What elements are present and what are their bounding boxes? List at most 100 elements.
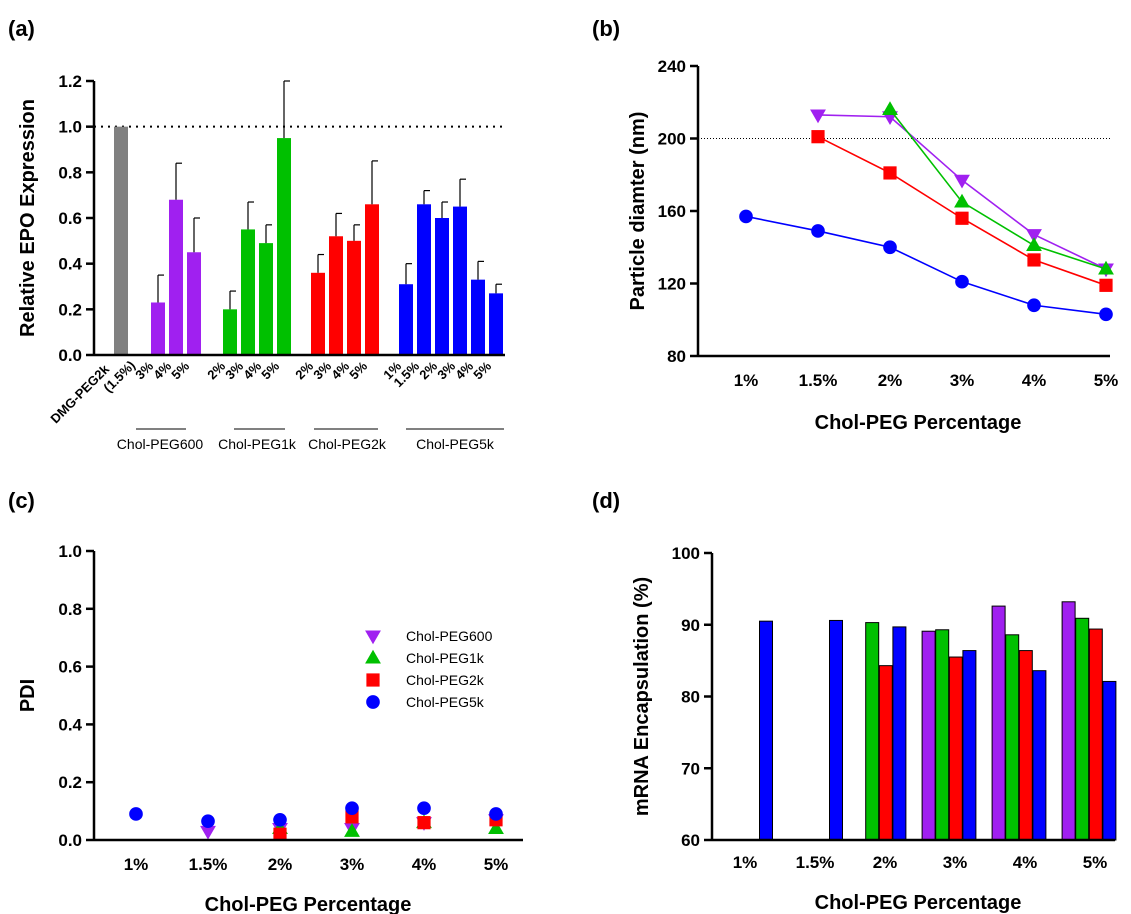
a-ytick-label-3: 0.6 bbox=[58, 209, 82, 228]
a-xtick-label-7: 5% bbox=[258, 358, 282, 382]
c-xtick-label-4: 4% bbox=[412, 855, 437, 874]
a-bar-6 bbox=[259, 243, 273, 355]
a-bar-4 bbox=[223, 309, 237, 355]
c-point-3-0 bbox=[129, 807, 143, 821]
c-legend-marker-0 bbox=[365, 630, 381, 645]
c-point-1-5 bbox=[488, 820, 504, 834]
d-xtick-label-3: 3% bbox=[943, 853, 968, 872]
a-bar-5 bbox=[241, 229, 255, 355]
b-point-3-5 bbox=[1099, 307, 1113, 322]
a-bar-0 bbox=[114, 126, 128, 356]
d-bar-2-2 bbox=[878, 665, 893, 841]
a-ytick-label-6: 1.2 bbox=[58, 72, 82, 91]
c-ytick-label-3: 0.6 bbox=[58, 658, 82, 677]
d-xtick-label-2: 2% bbox=[873, 853, 898, 872]
c-point-1-3 bbox=[344, 823, 360, 837]
a-ytick-label-4: 0.8 bbox=[58, 163, 82, 182]
a-ylabel: Relative EPO Expression bbox=[17, 99, 39, 337]
d-bar-1-4 bbox=[1005, 634, 1020, 841]
a-bar-11 bbox=[365, 204, 379, 355]
d-xtick-label-5: 5% bbox=[1083, 853, 1108, 872]
a-group-label-3: Chol-PEG5k bbox=[416, 436, 495, 452]
d-bar-1-3 bbox=[935, 629, 950, 841]
b-point-3-2 bbox=[883, 240, 897, 255]
b-point-1-3 bbox=[954, 193, 970, 208]
b-point-1-2 bbox=[882, 101, 898, 115]
a-xtick-label-0-line1: DMG-PEG2k bbox=[47, 361, 112, 426]
c-point-3-5 bbox=[489, 807, 503, 821]
d-bar-0-3 bbox=[921, 630, 936, 841]
b-ylabel: Particle diamter (nm) bbox=[627, 112, 649, 311]
d-bar-0-5 bbox=[1061, 601, 1076, 841]
c-point-0-1 bbox=[200, 825, 216, 840]
b-series-line-1 bbox=[889, 109, 1107, 270]
b-point-2-5 bbox=[1099, 278, 1113, 292]
a-bar-9 bbox=[329, 236, 343, 355]
a-bar-8 bbox=[311, 272, 325, 355]
d-ytick-label-1: 70 bbox=[681, 759, 700, 778]
a-bar-10 bbox=[347, 240, 361, 355]
chart-a-relative-epo-expression: 3%4%5% 2%3%4%5% 2%3%4%5% 1%1.5%2%3%4%5%DMG-… bbox=[17, 72, 505, 452]
c-legend-marker-2 bbox=[366, 673, 380, 687]
c-point-2-4 bbox=[417, 816, 431, 830]
a-group-label-0: Chol-PEG600 bbox=[117, 436, 204, 452]
d-xtick-label-1: 1.5% bbox=[796, 853, 835, 872]
b-xtick-label-3: 3% bbox=[950, 371, 975, 390]
d-bar-3-4 bbox=[1032, 670, 1047, 841]
a-bar-12 bbox=[399, 284, 413, 355]
d-ytick-label-3: 90 bbox=[681, 616, 700, 635]
b-series-line-2 bbox=[817, 135, 1107, 287]
a-bar-14 bbox=[435, 218, 449, 355]
a-bar-7 bbox=[277, 138, 291, 355]
chart-b-particle-diameter: 80 120 160 200 240 1% 1.5% 2% 3% 4% 5% Chol-PEG Per… bbox=[627, 57, 1118, 434]
b-point-2-2 bbox=[883, 166, 897, 180]
c-point-3-1 bbox=[201, 814, 215, 829]
c-legend-marker-3 bbox=[366, 695, 380, 709]
a-bar-15 bbox=[453, 206, 467, 355]
b-ytick-label-1: 120 bbox=[658, 275, 686, 294]
c-legend-label-1: Chol-PEG1k bbox=[406, 650, 485, 666]
b-point-2-1 bbox=[811, 130, 825, 144]
a-bar-16 bbox=[471, 279, 485, 355]
c-ylabel: PDI bbox=[17, 679, 39, 712]
d-ytick-label-2: 80 bbox=[681, 688, 700, 707]
d-bar-3-0 bbox=[759, 620, 773, 841]
b-xtick-label-5: 5% bbox=[1094, 371, 1119, 390]
b-point-3-3 bbox=[955, 274, 969, 289]
d-bar-2-4 bbox=[1018, 650, 1033, 841]
a-xtick-label-3: 5% bbox=[168, 358, 192, 382]
b-point-0-3 bbox=[954, 174, 970, 189]
c-ytick-label-2: 0.4 bbox=[58, 715, 82, 734]
panel-a-label: (a) bbox=[8, 16, 35, 41]
a-ytick-label-0: 0.0 bbox=[58, 346, 82, 365]
panel-c-label: (c) bbox=[8, 488, 35, 513]
c-xtick-label-5: 5% bbox=[484, 855, 509, 874]
b-point-3-4 bbox=[1027, 298, 1041, 313]
a-xtick-label-17: 5% bbox=[470, 358, 494, 382]
a-bar-2 bbox=[169, 199, 183, 355]
d-bar-1-5 bbox=[1075, 617, 1090, 841]
d-bar-0-4 bbox=[991, 605, 1006, 841]
c-xlabel: Chol-PEG Percentage bbox=[205, 894, 412, 914]
d-bar-3-2 bbox=[892, 626, 907, 841]
d-ytick-label-0: 60 bbox=[681, 831, 700, 850]
c-ytick-label-4: 0.8 bbox=[58, 600, 82, 619]
c-point-2-2 bbox=[273, 827, 287, 841]
b-ytick-label-3: 200 bbox=[658, 130, 686, 149]
b-ytick-label-2: 160 bbox=[658, 202, 686, 221]
b-xtick-label-1: 1.5% bbox=[799, 371, 838, 390]
c-xtick-label-2: 2% bbox=[268, 855, 293, 874]
b-point-0-1 bbox=[810, 109, 826, 124]
d-bar-2-5 bbox=[1088, 628, 1103, 841]
a-ytick-label-2: 0.4 bbox=[58, 255, 82, 274]
d-xtick-label-4: 4% bbox=[1013, 853, 1038, 872]
d-ytick-label-4: 100 bbox=[672, 544, 700, 563]
d-xtick-label-0: 1% bbox=[733, 853, 758, 872]
b-series-line-3 bbox=[745, 215, 1107, 316]
a-bar-13 bbox=[417, 204, 431, 355]
c-point-3-4 bbox=[417, 801, 431, 816]
d-ylabel: mRNA Encapsulation (%) bbox=[631, 577, 653, 816]
b-point-0-4 bbox=[1026, 229, 1042, 243]
c-xtick-label-3: 3% bbox=[340, 855, 365, 874]
